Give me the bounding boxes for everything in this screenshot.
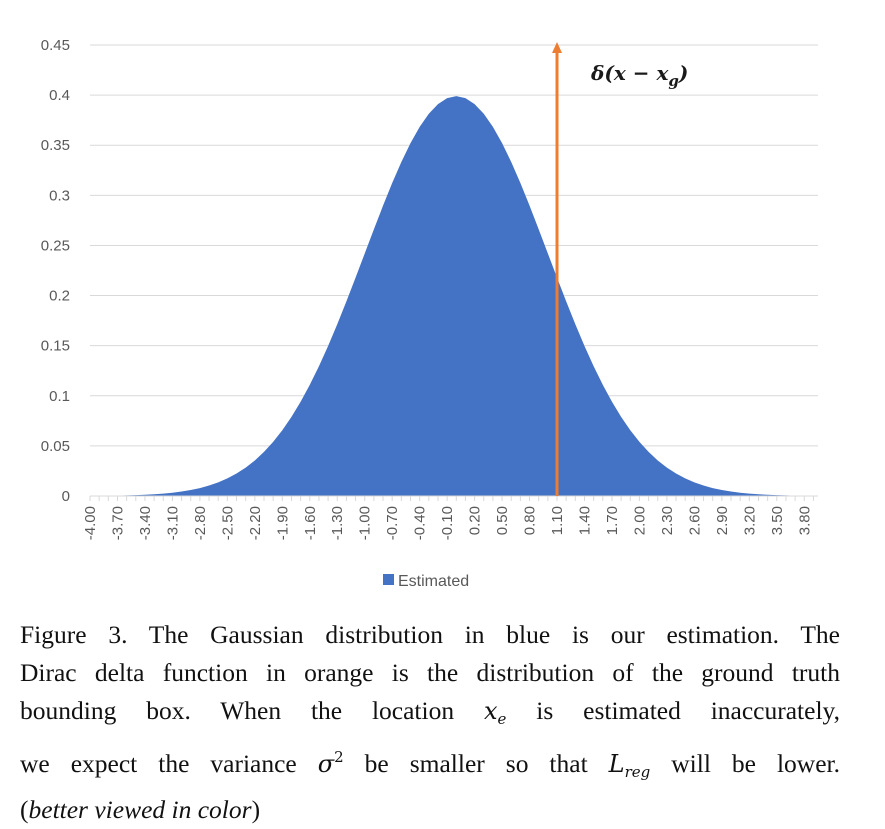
caption-text: bounding box. When the location — [20, 696, 484, 725]
x-tick-label: -2.20 — [247, 506, 264, 540]
x-axis-ticks: -4.00 -3.70 -3.40 -3.10 -2.80 -2.50 -2.20 -1.90… — [82, 506, 813, 540]
x-tick-label: 3.20 — [741, 506, 758, 535]
caption-line-4: we expect the variance σ2 be smaller so … — [20, 738, 840, 791]
math-var: x — [483, 697, 498, 725]
x-tick-label: -3.70 — [109, 506, 126, 540]
y-tick-label: 0.15 — [41, 338, 70, 355]
x-tick-label: -4.00 — [82, 506, 99, 540]
math-var: L — [608, 750, 625, 778]
legend-swatch — [383, 574, 394, 585]
x-tick-label: 0.50 — [494, 506, 511, 535]
y-tick-label: 0.05 — [41, 438, 70, 455]
x-tick-label: 0.20 — [467, 506, 484, 535]
y-tick-label: 0 — [62, 488, 70, 505]
legend-label: Estimated — [398, 573, 469, 590]
caption-text: we expect the variance — [20, 749, 318, 778]
y-tick-label: 0.25 — [41, 237, 70, 254]
x-tick-label: -2.50 — [219, 506, 236, 540]
x-tick-label: -0.40 — [412, 506, 429, 540]
caption-line-5: (better viewed in color) — [20, 791, 840, 829]
caption-line-3: bounding box. When the location xe is es… — [20, 692, 840, 738]
y-tick-label: 0.3 — [49, 187, 70, 204]
x-tick-label: 1.10 — [549, 506, 566, 535]
caption-line-2: Dirac delta function in orange is the di… — [20, 658, 840, 687]
estimated-area — [90, 96, 814, 497]
y-tick-label: 0.4 — [49, 87, 70, 104]
y-tick-label: 0.35 — [41, 137, 70, 154]
y-tick-label: 0.45 — [41, 37, 70, 54]
x-tick-label: 2.00 — [631, 506, 648, 535]
x-tick-label: -0.70 — [384, 506, 401, 540]
x-tick-label: -3.40 — [137, 506, 154, 540]
x-tick-label: 2.90 — [714, 506, 731, 535]
legend: Estimated — [383, 573, 469, 590]
caption-italic: better viewed in color — [28, 795, 252, 824]
figure-caption: Figure 3. The Gaussian distribution in b… — [20, 616, 840, 829]
caption-line-1: Figure 3. The Gaussian distribution in b… — [20, 620, 840, 649]
math-sub: e — [497, 710, 507, 728]
caption-text: will be lower. — [650, 749, 840, 778]
math-sup: 2 — [334, 748, 344, 766]
math-sub: reg — [624, 763, 651, 781]
x-tick-label: -1.00 — [357, 506, 374, 540]
delta-arrow-head — [552, 42, 563, 53]
x-tick-label: 0.80 — [522, 506, 539, 535]
y-tick-label: 0.1 — [49, 388, 70, 405]
caption-text: be smaller so that — [343, 749, 609, 778]
x-tick-label: -1.60 — [302, 506, 319, 540]
chart: 00.050.10.150.20.250.30.350.40.45 -4.00-… — [41, 37, 818, 590]
x-tick-label: 3.80 — [796, 506, 813, 535]
y-axis-ticks: 0 0.05 0.1 0.15 0.2 0.25 0.3 0.35 0.4 0.45 — [41, 37, 70, 505]
x-tick-label: 2.60 — [686, 506, 703, 535]
x-tick-label: -1.30 — [329, 506, 346, 540]
x-tick-label: 1.70 — [604, 506, 621, 535]
x-tick-label: -3.10 — [164, 506, 181, 540]
caption-text: ( — [20, 795, 29, 824]
delta-annotation: δ(x − xg) — [552, 42, 688, 496]
x-tick-label: -0.10 — [439, 506, 456, 540]
caption-text: ) — [251, 795, 261, 824]
x-tick-label: 2.30 — [659, 506, 676, 535]
x-tick-label: 1.40 — [576, 506, 593, 535]
y-tick-label: 0.2 — [49, 288, 70, 305]
x-tick-label: -1.90 — [274, 506, 291, 540]
x-tick-label: 3.50 — [769, 506, 786, 535]
x-tick-label: -2.80 — [192, 506, 209, 540]
x-axis — [89, 495, 818, 501]
delta-label: δ(x − xg) — [590, 61, 688, 90]
area-series — [90, 96, 814, 497]
math-var: σ — [317, 750, 335, 778]
caption-text: is estimated inaccurately, — [506, 696, 841, 725]
